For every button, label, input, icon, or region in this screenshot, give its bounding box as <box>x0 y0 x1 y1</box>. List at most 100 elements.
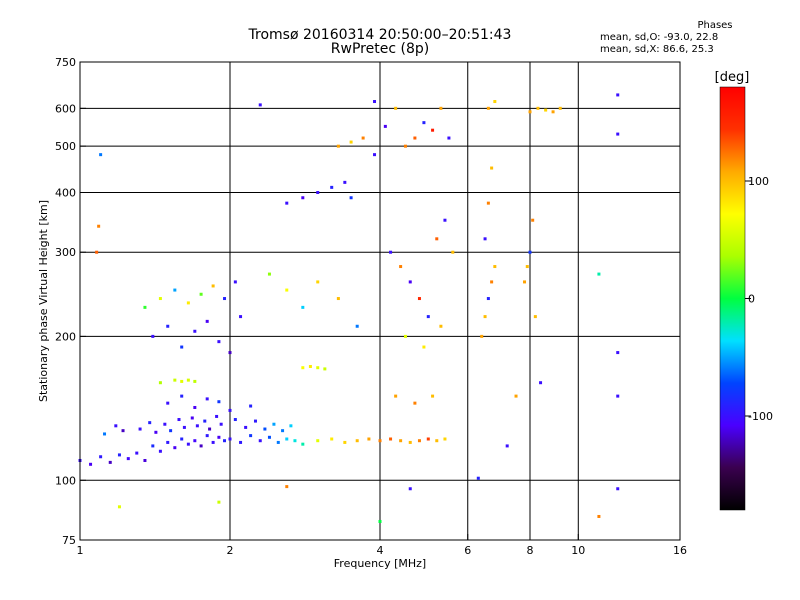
data-point <box>528 110 532 114</box>
x-axis-label: Frequency [MHz] <box>334 557 426 570</box>
data-point <box>399 265 403 269</box>
colorbar-gradient <box>719 86 746 511</box>
data-point <box>355 439 359 443</box>
data-point <box>199 292 203 296</box>
data-point <box>483 315 487 319</box>
data-point <box>258 439 262 443</box>
data-point <box>205 434 209 438</box>
data-point <box>258 103 262 107</box>
data-point <box>616 93 620 97</box>
data-point <box>389 250 393 254</box>
data-point <box>199 444 203 448</box>
data-point <box>205 397 209 401</box>
data-point <box>435 237 439 241</box>
data-point <box>476 476 480 480</box>
data-point <box>301 305 305 309</box>
data-point <box>267 272 271 276</box>
data-points <box>78 93 620 523</box>
data-point <box>493 265 497 269</box>
data-point <box>483 237 487 241</box>
data-point <box>272 422 276 426</box>
data-point <box>158 297 162 301</box>
data-point <box>616 487 620 491</box>
data-point <box>203 419 207 423</box>
data-point <box>531 218 535 222</box>
colorbar-tick-label: -100 <box>748 410 773 423</box>
data-point <box>408 280 412 284</box>
data-point <box>336 144 340 148</box>
data-point <box>154 430 158 434</box>
data-point <box>486 201 490 205</box>
phase-stats-header: Phases <box>697 20 733 31</box>
data-point <box>228 408 232 412</box>
data-point <box>399 439 403 443</box>
data-point <box>97 224 101 228</box>
data-point <box>182 425 186 429</box>
data-point <box>99 455 103 459</box>
data-point <box>558 106 562 110</box>
data-point <box>253 419 257 423</box>
data-point <box>426 437 430 441</box>
data-point <box>422 121 426 125</box>
data-point <box>281 429 285 433</box>
data-point <box>525 265 529 269</box>
colorbar-tick-label: 0 <box>748 293 755 306</box>
data-point <box>89 462 93 466</box>
data-point <box>276 440 280 444</box>
data-point <box>121 429 125 433</box>
data-point <box>108 460 112 464</box>
data-point <box>217 500 221 504</box>
data-point <box>330 437 334 441</box>
data-point <box>166 401 170 405</box>
data-point <box>166 324 170 328</box>
grid-lines <box>80 62 680 540</box>
data-point <box>180 345 184 349</box>
data-point <box>451 250 455 254</box>
data-point <box>616 394 620 398</box>
data-point <box>267 435 271 439</box>
data-point <box>249 404 253 408</box>
data-point <box>544 108 548 112</box>
data-point <box>394 394 398 398</box>
data-point <box>190 416 194 420</box>
data-point <box>536 106 540 110</box>
data-point <box>193 329 197 333</box>
data-point <box>180 437 184 441</box>
data-point <box>413 136 417 140</box>
data-point <box>330 185 334 189</box>
y-tick-label: 100 <box>55 474 76 487</box>
data-point <box>215 414 219 418</box>
data-point <box>228 351 232 355</box>
data-point <box>151 334 155 338</box>
data-point <box>293 439 297 443</box>
data-point <box>316 366 320 370</box>
data-point <box>378 439 382 443</box>
data-point <box>493 100 497 104</box>
data-point <box>158 449 162 453</box>
x-axis-ticks: 1 2 4 6 8 10 16 <box>77 534 687 557</box>
data-point <box>233 280 237 284</box>
data-point <box>486 297 490 301</box>
data-point <box>285 485 289 489</box>
data-point <box>431 394 435 398</box>
data-point <box>443 218 447 222</box>
x-tick-label: 16 <box>673 544 687 557</box>
data-point <box>435 439 439 443</box>
data-point <box>173 446 177 450</box>
data-point <box>403 334 407 338</box>
data-point <box>95 250 99 254</box>
data-point <box>349 196 353 200</box>
data-point <box>177 418 181 422</box>
x-tick-label: 8 <box>527 544 534 557</box>
data-point <box>422 345 426 349</box>
data-point <box>169 429 173 433</box>
y-tick-label: 75 <box>62 534 76 547</box>
data-point <box>223 297 227 301</box>
data-point <box>597 514 601 518</box>
data-point <box>394 106 398 110</box>
data-point <box>285 288 289 292</box>
data-point <box>301 366 305 370</box>
data-point <box>316 280 320 284</box>
data-point <box>505 444 509 448</box>
